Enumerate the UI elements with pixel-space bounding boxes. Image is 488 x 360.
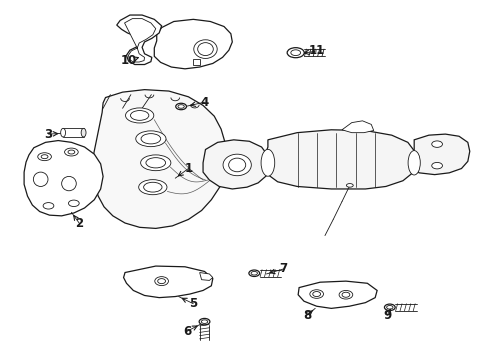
Ellipse shape (81, 129, 86, 137)
Ellipse shape (228, 158, 245, 172)
Ellipse shape (61, 176, 76, 191)
Polygon shape (24, 140, 103, 216)
Polygon shape (117, 15, 161, 64)
Ellipse shape (286, 48, 304, 58)
Ellipse shape (248, 270, 259, 276)
Ellipse shape (158, 279, 165, 284)
Ellipse shape (223, 154, 251, 176)
Polygon shape (193, 59, 199, 64)
Ellipse shape (41, 155, 48, 159)
Ellipse shape (386, 306, 392, 309)
Ellipse shape (139, 180, 166, 195)
Ellipse shape (145, 158, 165, 168)
Ellipse shape (155, 276, 168, 285)
Text: 10: 10 (120, 54, 136, 67)
Ellipse shape (64, 148, 78, 156)
Polygon shape (199, 273, 212, 280)
Text: 9: 9 (383, 309, 391, 322)
Ellipse shape (431, 141, 442, 147)
Polygon shape (413, 134, 469, 175)
Ellipse shape (130, 111, 148, 120)
Ellipse shape (136, 131, 165, 147)
Polygon shape (124, 19, 156, 62)
Polygon shape (298, 281, 376, 309)
Ellipse shape (290, 50, 300, 55)
Polygon shape (154, 19, 232, 69)
Text: 8: 8 (302, 309, 310, 322)
Ellipse shape (175, 103, 186, 110)
Ellipse shape (143, 182, 162, 192)
Text: 4: 4 (200, 96, 208, 109)
Ellipse shape (341, 292, 349, 297)
Text: 6: 6 (183, 325, 191, 338)
Ellipse shape (125, 108, 154, 123)
Polygon shape (123, 266, 212, 298)
Ellipse shape (38, 153, 51, 161)
Ellipse shape (309, 290, 323, 298)
Ellipse shape (346, 184, 352, 187)
Ellipse shape (33, 172, 48, 186)
Text: 11: 11 (308, 44, 324, 57)
Text: 7: 7 (279, 262, 287, 275)
Ellipse shape (193, 40, 217, 58)
Polygon shape (203, 140, 268, 189)
Ellipse shape (384, 304, 394, 311)
Text: 5: 5 (189, 297, 197, 310)
Ellipse shape (178, 105, 184, 108)
Ellipse shape (61, 129, 65, 137)
Ellipse shape (43, 203, 54, 209)
Polygon shape (341, 121, 373, 133)
Ellipse shape (68, 200, 79, 207)
Text: 3: 3 (44, 127, 52, 141)
Text: 1: 1 (184, 162, 192, 175)
Ellipse shape (338, 291, 352, 299)
Text: 2: 2 (76, 217, 83, 230)
Ellipse shape (250, 271, 257, 275)
Ellipse shape (141, 155, 170, 171)
Ellipse shape (261, 149, 274, 176)
Ellipse shape (431, 162, 442, 169)
Ellipse shape (68, 150, 75, 154)
Ellipse shape (201, 320, 207, 323)
Ellipse shape (199, 319, 209, 325)
Ellipse shape (312, 292, 320, 297)
Ellipse shape (141, 134, 161, 144)
Ellipse shape (407, 150, 419, 175)
Polygon shape (92, 90, 227, 228)
Ellipse shape (197, 42, 213, 55)
Polygon shape (264, 130, 415, 189)
